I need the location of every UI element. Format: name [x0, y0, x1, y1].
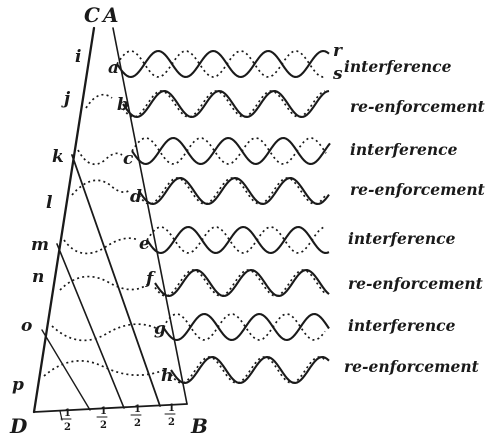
- fraction-numerator: 1: [134, 404, 141, 415]
- baseline-fraction: 1 2: [130, 404, 142, 429]
- right-point-label: f: [145, 269, 156, 289]
- fraction-denominator: 2: [64, 422, 71, 433]
- solid-wave: [162, 312, 330, 342]
- left-point-label: i: [75, 47, 81, 67]
- row-result-label: interference: [348, 229, 456, 248]
- solid-wave: [154, 268, 330, 298]
- wave-end-label-s: s: [332, 64, 343, 84]
- row-result-label: interference: [350, 140, 458, 159]
- line-k-baseline: [71, 154, 161, 407]
- right-point-label: e: [139, 234, 150, 254]
- fraction-numerator: 1: [100, 406, 107, 417]
- dotted-wave: [146, 226, 326, 254]
- fraction-denominator: 2: [168, 417, 175, 428]
- fraction-numerator: 1: [64, 408, 71, 419]
- line-c-d: [32, 26, 96, 414]
- right-point-label: h: [161, 366, 173, 386]
- dotted-wave: [162, 313, 326, 341]
- wave-end-label-r: r: [333, 41, 343, 61]
- right-point-label: d: [130, 187, 142, 207]
- right-point-label: a: [108, 58, 119, 78]
- label-top-a: A: [101, 3, 119, 27]
- left-point-labels: i j k l m n o p: [12, 47, 81, 395]
- line-o-baseline: [41, 329, 91, 411]
- fraction-numerator: 1: [168, 403, 175, 414]
- solid-wave: [122, 89, 330, 119]
- solid-wave: [131, 136, 331, 166]
- row-result-labels: interference re-enforcement interference…: [344, 57, 486, 376]
- arc-j: [85, 93, 113, 109]
- solid-wave: [146, 225, 330, 255]
- line-a-b: [112, 27, 188, 405]
- fraction-denominator: 2: [100, 420, 107, 431]
- right-point-labels: a b c d e f g h: [108, 58, 173, 386]
- right-point-label: b: [117, 95, 129, 115]
- left-point-label: k: [52, 147, 64, 167]
- line-d-b: [33, 403, 188, 413]
- baseline-fraction: 1 2: [164, 403, 176, 428]
- line-m-baseline: [56, 243, 125, 409]
- left-point-label: l: [46, 193, 53, 213]
- left-point-label: o: [21, 316, 32, 336]
- dotted-wave: [138, 177, 326, 205]
- dotted-wave: [154, 269, 326, 297]
- arc-n: [59, 275, 149, 291]
- dotted-wave: [131, 137, 327, 165]
- arc-m: [63, 237, 139, 255]
- row-result-label: re-enforcement: [348, 274, 484, 293]
- label-top-c: C: [84, 3, 100, 27]
- left-point-label: m: [31, 235, 49, 255]
- right-point-label: c: [123, 149, 134, 169]
- baseline-fraction: 1 2: [96, 406, 108, 431]
- row-result-label: interference: [348, 316, 456, 335]
- solid-wave: [138, 176, 330, 206]
- label-bottom-d: D: [9, 414, 28, 438]
- arc-o: [51, 323, 157, 342]
- right-point-label: g: [154, 319, 166, 339]
- wave-rows: [116, 49, 331, 385]
- left-point-label: p: [12, 375, 24, 395]
- solid-wave: [116, 49, 330, 79]
- row-result-label: re-enforcement: [350, 97, 486, 116]
- row-result-label: interference: [344, 57, 452, 76]
- row-result-label: re-enforcement: [350, 180, 486, 199]
- construction-lines: [32, 26, 188, 421]
- dotted-wave: [116, 50, 326, 78]
- baseline-fractions: 1 2 1 2 1 2 1 2: [60, 403, 176, 433]
- solid-wave: [170, 355, 330, 385]
- dotted-wave: [122, 90, 326, 118]
- label-bottom-b: B: [190, 414, 208, 438]
- dotted-arcs: [43, 93, 165, 377]
- baseline-fraction: 1 2: [60, 408, 72, 433]
- arc-p: [43, 360, 165, 377]
- fraction-denominator: 2: [134, 418, 141, 429]
- row-result-label: re-enforcement: [344, 357, 480, 376]
- arc-k: [77, 149, 123, 166]
- left-point-label: n: [32, 267, 44, 287]
- left-point-label: j: [61, 89, 71, 109]
